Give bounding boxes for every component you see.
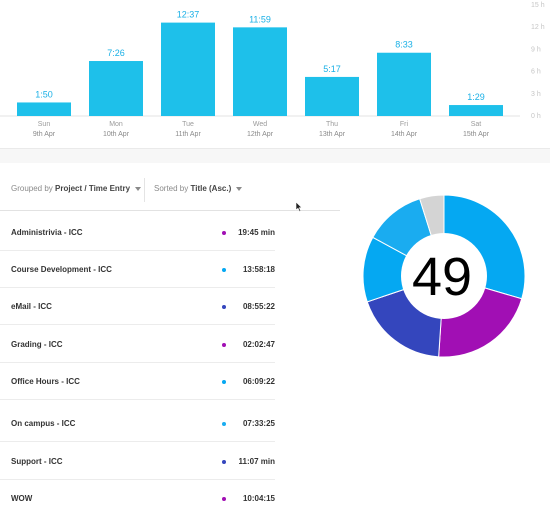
bar-sat[interactable] <box>449 105 503 116</box>
entry-color-dot <box>222 268 226 272</box>
entry-title: WOW <box>11 494 33 503</box>
entry-title: eMail - ICC <box>11 302 52 311</box>
x-tick-day: Mon <box>109 121 123 128</box>
y-tick-label: 6 h <box>531 69 541 76</box>
group-by-value: Project / Time Entry <box>55 184 131 193</box>
chevron-down-icon <box>236 186 243 191</box>
x-tick-day: Sat <box>471 121 482 128</box>
mouse-cursor-icon <box>295 201 303 213</box>
project-donut-chart: 49 <box>362 194 526 358</box>
section-divider-band <box>0 148 550 163</box>
time-entry-row[interactable]: eMail - ICC 08:55:22 <box>0 287 275 325</box>
y-tick-label: 12 h <box>531 24 545 31</box>
x-tick-day: Thu <box>326 121 338 128</box>
daily-hours-bar-chart: 1:50 Sun 9th Apr 7:26 Mon 10th Apr 12:37 Tue 11t… <box>0 2 545 138</box>
y-tick-label: 9 h <box>531 46 541 53</box>
entry-duration: 08:55:22 <box>242 302 275 311</box>
entry-color-dot <box>222 231 226 235</box>
bar-value-label: 8:33 <box>395 40 413 50</box>
x-tick-date: 15th Apr <box>463 131 490 138</box>
entry-title: Grading - ICC <box>11 340 63 349</box>
entry-title: Course Development - ICC <box>11 265 112 274</box>
sort-by-dropdown[interactable]: Sorted by Title (Asc.) <box>154 184 243 193</box>
entry-color-dot <box>222 422 226 426</box>
time-entry-row[interactable]: Administrivia - ICC 19:45 min <box>0 213 275 251</box>
group-by-dropdown[interactable]: Grouped by Project / Time Entry <box>11 184 142 193</box>
x-tick-date: 14th Apr <box>391 131 418 138</box>
time-entry-row[interactable]: Support - ICC 11:07 min <box>0 442 275 480</box>
toolbar-underline <box>0 210 340 211</box>
entry-duration: 06:09:22 <box>242 377 275 386</box>
chevron-down-icon <box>135 186 142 191</box>
group-by-prefix: Grouped by <box>11 184 53 193</box>
x-tick-day: Fri <box>400 121 409 128</box>
bar-value-label: 11:59 <box>249 14 271 24</box>
bar-tue[interactable] <box>161 22 215 116</box>
x-tick-date: 10th Apr <box>103 131 130 138</box>
entry-duration: 11:07 min <box>238 457 275 466</box>
bar-thu[interactable] <box>305 76 359 116</box>
bar-value-label: 1:50 <box>35 89 53 99</box>
bar-value-label: 1:29 <box>467 92 485 102</box>
bar-mon[interactable] <box>89 61 143 116</box>
x-tick-day: Wed <box>253 121 267 128</box>
sort-by-prefix: Sorted by <box>154 184 189 193</box>
entry-duration: 10:04:15 <box>242 494 275 503</box>
y-tick-label: 3 h <box>531 91 541 98</box>
bar-value-label: 5:17 <box>323 64 341 74</box>
entry-color-dot <box>222 497 226 501</box>
entry-color-dot <box>222 305 226 309</box>
entry-color-dot <box>222 460 226 464</box>
x-tick-date: 9th Apr <box>33 131 56 138</box>
time-entry-row[interactable]: WOW 10:04:15 <box>0 479 275 516</box>
x-tick-date: 13th Apr <box>319 131 346 138</box>
donut-center-number: 49 <box>412 247 472 307</box>
x-tick-date: 12th Apr <box>247 131 274 138</box>
time-entry-row[interactable]: Office Hours - ICC 06:09:22 <box>0 362 275 400</box>
x-tick-day: Sun <box>38 121 51 128</box>
entry-title: Administrivia - ICC <box>11 228 83 237</box>
entry-color-dot <box>222 380 226 384</box>
bar-fri[interactable] <box>377 52 431 116</box>
bar-value-label: 7:26 <box>107 48 125 58</box>
entry-duration: 19:45 min <box>238 228 275 237</box>
y-tick-label: 0 h <box>531 113 541 120</box>
donut-hole <box>401 233 487 319</box>
bar-wed[interactable] <box>233 27 287 116</box>
entry-title: Support - ICC <box>11 457 63 466</box>
entry-duration: 02:02:47 <box>242 340 275 349</box>
y-tick-label: 15 h <box>531 2 545 9</box>
x-tick-date: 11th Apr <box>175 131 201 138</box>
bar-value-label: 12:37 <box>177 10 200 20</box>
bar-sun[interactable] <box>17 102 71 116</box>
entry-color-dot <box>222 343 226 347</box>
time-entry-row[interactable]: Course Development - ICC 13:58:18 <box>0 250 275 288</box>
x-tick-day: Tue <box>182 121 194 128</box>
entry-duration: 07:33:25 <box>242 419 275 428</box>
toolbar-divider <box>144 178 145 202</box>
sort-by-value: Title (Asc.) <box>190 184 232 193</box>
list-toolbar: Grouped by Project / Time Entry Sorted b… <box>0 177 340 203</box>
time-entry-row[interactable]: Grading - ICC 02:02:47 <box>0 325 275 363</box>
entry-title: Office Hours - ICC <box>11 377 80 386</box>
entry-duration: 13:58:18 <box>242 265 275 274</box>
time-entry-row[interactable]: On campus - ICC 07:33:25 <box>0 404 275 442</box>
entry-title: On campus - ICC <box>11 419 76 428</box>
